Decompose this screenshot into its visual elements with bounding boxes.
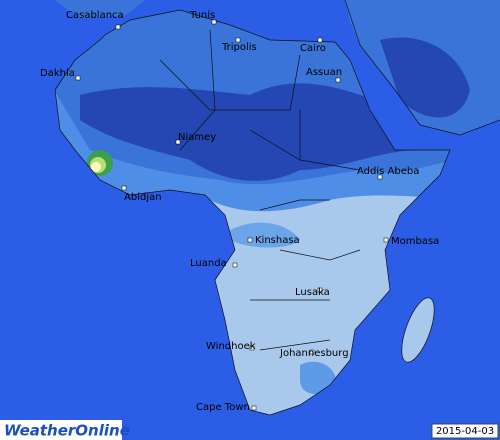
city-label: Windhoek	[206, 341, 256, 352]
borders	[54, 0, 500, 416]
logo: WeatherOnline	[4, 422, 130, 440]
city-label: Johannesburg	[279, 348, 349, 359]
city-dot	[247, 237, 253, 243]
date-box	[431, 423, 499, 439]
city-dot	[251, 405, 257, 411]
city-label: Kinshasa	[255, 235, 300, 246]
city-dot	[211, 19, 217, 25]
city-dot	[115, 24, 121, 30]
city-dot	[249, 345, 255, 351]
city-dot	[75, 75, 81, 81]
city-label: Tunis	[189, 10, 215, 21]
city-dot	[235, 37, 241, 43]
city-dot	[377, 174, 383, 180]
city-dot	[309, 349, 315, 355]
city-label: Assuan	[306, 67, 342, 78]
city-label: Cape Town	[196, 402, 250, 413]
city-label: Lusaka	[295, 287, 330, 298]
city-label: Tripolis	[221, 42, 257, 53]
city-dot	[121, 185, 127, 191]
city-label: Cairo	[300, 43, 326, 54]
city-dot	[232, 262, 238, 268]
city-label: Abidjan	[124, 192, 162, 203]
city-dot	[335, 77, 341, 83]
city-label: Casablanca	[66, 10, 124, 21]
city-label: Niamey	[178, 132, 216, 143]
date: 2015-04-03	[436, 426, 494, 437]
city-layer: Casablanca Tunis Tripolis Cairo Dakhla Assuan…	[40, 10, 439, 413]
city-dot	[383, 237, 389, 243]
logo-box	[0, 420, 122, 440]
city-label: Addis Abeba	[357, 166, 419, 177]
city-dot	[175, 139, 181, 145]
city-dot	[317, 37, 323, 43]
city-label: Mombasa	[391, 236, 439, 247]
city-label: Dakhla	[40, 68, 75, 79]
city-dot	[317, 287, 323, 293]
city-label: Luanda	[190, 258, 227, 269]
